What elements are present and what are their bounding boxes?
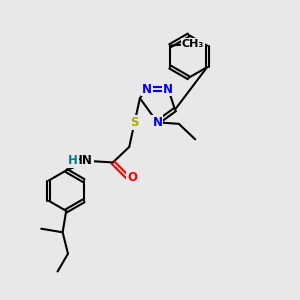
Text: HN: HN bbox=[73, 154, 93, 167]
Text: N: N bbox=[152, 116, 162, 129]
Text: CH₃: CH₃ bbox=[182, 39, 204, 49]
Text: O: O bbox=[127, 171, 137, 184]
Text: N: N bbox=[142, 82, 152, 95]
Text: S: S bbox=[130, 116, 139, 129]
Text: N: N bbox=[163, 82, 173, 95]
Text: H: H bbox=[68, 154, 78, 167]
